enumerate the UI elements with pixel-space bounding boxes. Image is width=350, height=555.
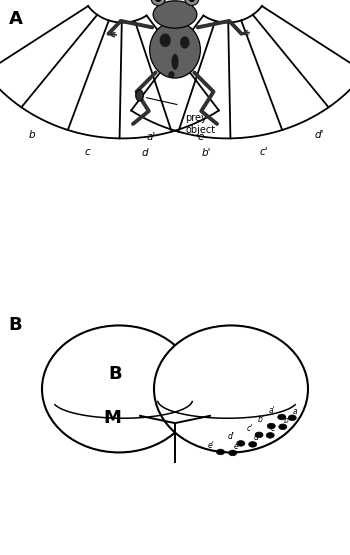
Ellipse shape bbox=[154, 325, 308, 452]
Circle shape bbox=[279, 424, 287, 430]
Circle shape bbox=[151, 0, 165, 6]
Circle shape bbox=[185, 0, 199, 6]
Ellipse shape bbox=[136, 90, 144, 101]
Text: b: b bbox=[284, 416, 288, 425]
Text: b': b' bbox=[202, 148, 211, 158]
Text: prey
object: prey object bbox=[185, 113, 215, 135]
Circle shape bbox=[278, 414, 286, 420]
Text: a: a bbox=[293, 407, 298, 416]
Text: d': d' bbox=[228, 432, 234, 441]
Text: c: c bbox=[85, 147, 90, 157]
Circle shape bbox=[155, 0, 161, 2]
Text: c': c' bbox=[246, 424, 253, 433]
Text: b: b bbox=[29, 129, 35, 139]
Text: a': a' bbox=[269, 406, 275, 415]
Text: d: d bbox=[253, 433, 258, 442]
Circle shape bbox=[237, 441, 245, 446]
Text: d: d bbox=[142, 148, 148, 158]
Ellipse shape bbox=[180, 37, 190, 49]
Circle shape bbox=[288, 415, 296, 421]
Text: c': c' bbox=[260, 147, 268, 157]
Text: d': d' bbox=[315, 129, 324, 139]
Circle shape bbox=[216, 449, 225, 455]
Ellipse shape bbox=[150, 22, 200, 78]
Circle shape bbox=[267, 423, 275, 429]
Ellipse shape bbox=[42, 325, 196, 452]
Text: A: A bbox=[9, 9, 23, 28]
Text: a': a' bbox=[146, 132, 155, 142]
Text: M: M bbox=[103, 409, 121, 427]
Ellipse shape bbox=[160, 33, 171, 47]
Circle shape bbox=[229, 450, 237, 456]
Ellipse shape bbox=[172, 54, 178, 70]
Text: B: B bbox=[109, 365, 122, 384]
Ellipse shape bbox=[168, 71, 175, 78]
Circle shape bbox=[248, 442, 257, 447]
Circle shape bbox=[266, 432, 274, 438]
Text: e': e' bbox=[207, 441, 214, 450]
Text: e: e bbox=[233, 442, 238, 451]
Text: B: B bbox=[9, 316, 22, 334]
Ellipse shape bbox=[153, 1, 197, 28]
Circle shape bbox=[189, 0, 195, 2]
Text: e: e bbox=[197, 132, 204, 142]
Text: c: c bbox=[271, 425, 275, 433]
Text: b': b' bbox=[258, 415, 265, 424]
Circle shape bbox=[255, 432, 263, 438]
